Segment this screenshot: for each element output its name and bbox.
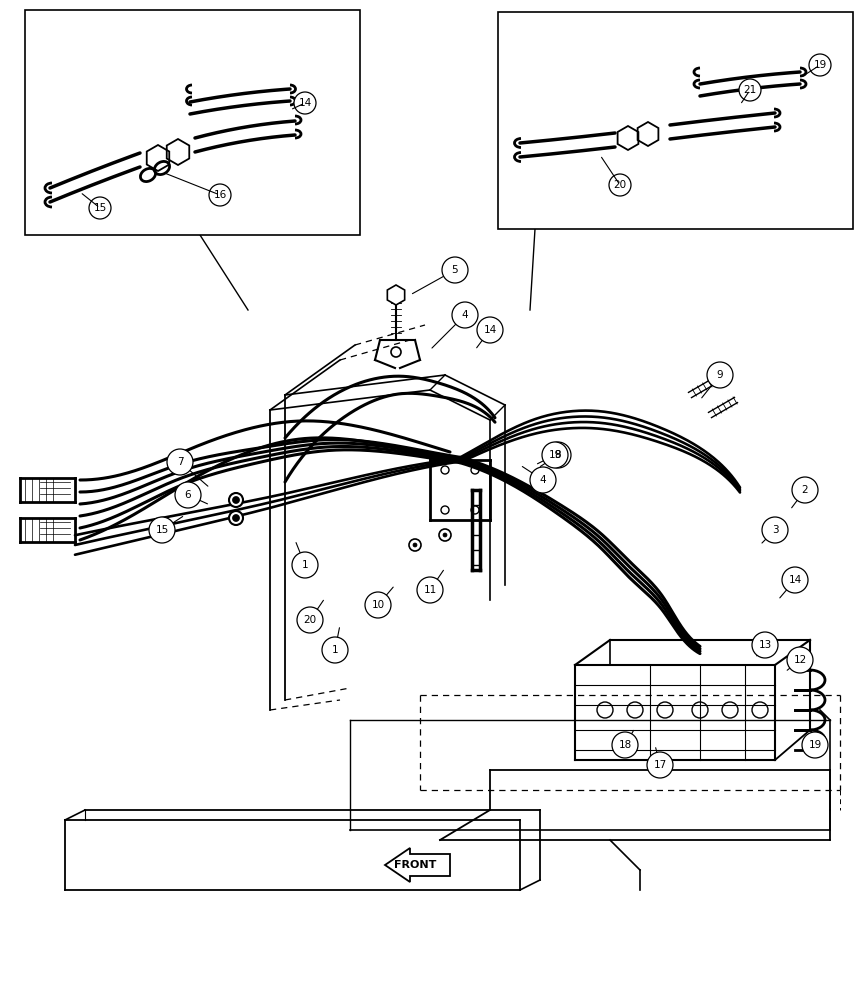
Circle shape [229, 493, 243, 507]
Circle shape [787, 647, 813, 673]
Text: 2: 2 [802, 485, 808, 495]
Text: 14: 14 [299, 98, 312, 108]
Circle shape [782, 567, 808, 593]
Circle shape [297, 607, 323, 633]
Text: 10: 10 [372, 600, 385, 610]
Circle shape [167, 449, 193, 475]
Circle shape [707, 362, 733, 388]
Circle shape [792, 477, 818, 503]
Circle shape [809, 54, 831, 76]
Text: 13: 13 [759, 640, 772, 650]
Circle shape [175, 482, 201, 508]
Circle shape [233, 496, 240, 504]
Text: 20: 20 [614, 180, 627, 190]
Text: 4: 4 [462, 310, 469, 320]
Circle shape [149, 517, 175, 543]
Circle shape [452, 302, 478, 328]
FancyArrow shape [385, 848, 450, 882]
Circle shape [612, 732, 638, 758]
Text: 1: 1 [302, 560, 308, 570]
Text: 20: 20 [304, 615, 317, 625]
Text: 11: 11 [424, 585, 437, 595]
Circle shape [442, 257, 468, 283]
Bar [498, 12, 853, 229]
Bar [25, 10, 360, 235]
Circle shape [739, 79, 761, 101]
Text: 5: 5 [451, 265, 458, 275]
Circle shape [477, 317, 503, 343]
Circle shape [209, 184, 231, 206]
Circle shape [542, 442, 568, 468]
Text: 15: 15 [94, 203, 107, 213]
Circle shape [413, 543, 417, 547]
Text: 14: 14 [483, 325, 496, 335]
Circle shape [545, 442, 571, 468]
Circle shape [647, 752, 673, 778]
Text: 8: 8 [555, 450, 562, 460]
Text: 19: 19 [549, 450, 562, 460]
Circle shape [530, 467, 556, 493]
Circle shape [752, 632, 778, 658]
Text: 15: 15 [155, 525, 168, 535]
Circle shape [762, 517, 788, 543]
Text: 17: 17 [654, 760, 667, 770]
Circle shape [365, 592, 391, 618]
Circle shape [229, 511, 243, 525]
Text: 12: 12 [793, 655, 806, 665]
Circle shape [294, 92, 316, 114]
Text: 6: 6 [185, 490, 191, 500]
Circle shape [322, 637, 348, 663]
Text: 4: 4 [540, 475, 546, 485]
Circle shape [609, 174, 631, 196]
Text: 1: 1 [332, 645, 339, 655]
Text: 19: 19 [808, 740, 822, 750]
Circle shape [802, 732, 828, 758]
Circle shape [292, 552, 318, 578]
Text: 3: 3 [772, 525, 779, 535]
Text: FRONT: FRONT [394, 860, 437, 870]
Text: 7: 7 [177, 457, 183, 467]
Text: 16: 16 [214, 190, 227, 200]
Circle shape [233, 514, 240, 522]
Text: 18: 18 [618, 740, 632, 750]
Text: 14: 14 [788, 575, 802, 585]
Text: 9: 9 [717, 370, 723, 380]
Text: 19: 19 [813, 60, 826, 70]
Circle shape [89, 197, 111, 219]
Text: 21: 21 [743, 85, 757, 95]
Circle shape [443, 533, 447, 537]
Circle shape [417, 577, 443, 603]
Polygon shape [387, 285, 404, 305]
